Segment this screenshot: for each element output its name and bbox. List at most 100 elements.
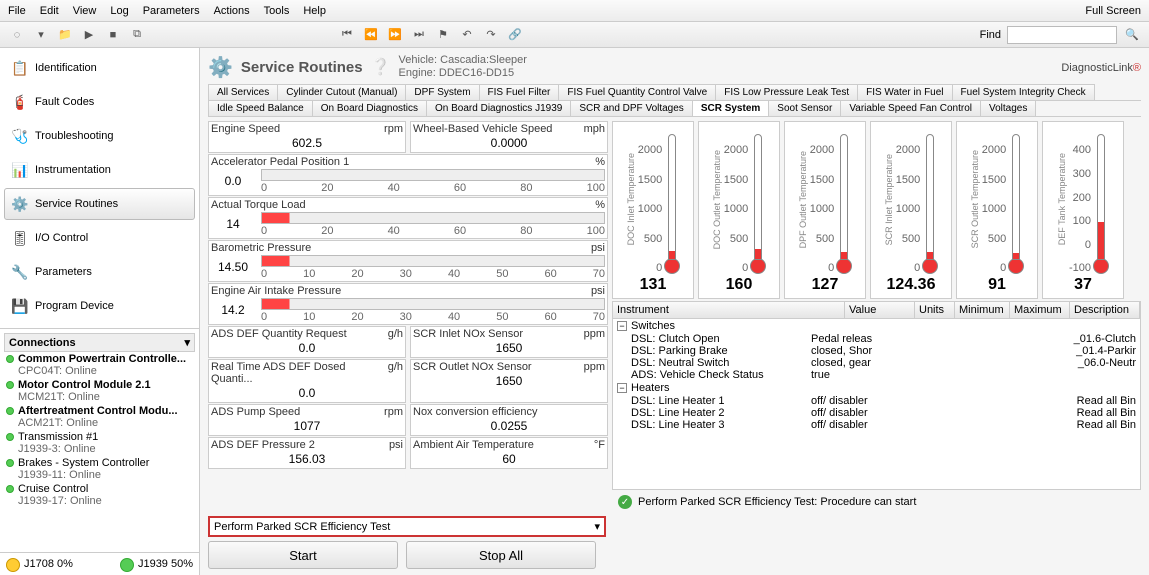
tab-soot-sensor[interactable]: Soot Sensor xyxy=(768,100,841,116)
menu-edit[interactable]: Edit xyxy=(40,5,59,17)
menu-tools[interactable]: Tools xyxy=(264,5,290,17)
instr-row: DSL: Clutch OpenPedal releas_01.6-Clutch xyxy=(613,333,1140,345)
page-title: Service Routines xyxy=(241,59,363,76)
sidebar-item-i-o-control[interactable]: 🎚I/O Control xyxy=(4,222,195,254)
param-box: Engine Air Intake Pressurepsi14.20102030… xyxy=(208,283,608,325)
param-box: Engine Speedrpm602.5 xyxy=(208,121,406,153)
status-dot-icon xyxy=(6,355,14,363)
instr-row: ADS: Vehicle Check Statustrue xyxy=(613,369,1140,381)
tab-all-services[interactable]: All Services xyxy=(208,84,278,100)
tab-cylinder-cutout-manual-[interactable]: Cylinder Cutout (Manual) xyxy=(277,84,406,100)
collapse-icon[interactable]: − xyxy=(617,321,627,331)
copy-icon[interactable]: ⧉ xyxy=(128,26,146,44)
skip-fwd-icon[interactable]: ⏭ xyxy=(410,26,428,44)
connections-title: Connections▾ xyxy=(4,333,195,352)
undo-icon[interactable]: ↶ xyxy=(458,26,476,44)
check-icon: ✓ xyxy=(618,495,632,509)
sidebar-item-identification[interactable]: 📋Identification xyxy=(4,52,195,84)
tab-dpf-system[interactable]: DPF System xyxy=(405,84,479,100)
connection-item[interactable]: Transmission #1J1939-3: Online xyxy=(4,430,195,456)
tab-variable-speed-fan-control[interactable]: Variable Speed Fan Control xyxy=(840,100,981,116)
fullscreen-link[interactable]: Full Screen xyxy=(1085,5,1141,17)
status-dot-icon xyxy=(6,459,14,467)
tab-fis-water-in-fuel[interactable]: FIS Water in Fuel xyxy=(857,84,952,100)
sidebar: 📋Identification🧯Fault Codes🩺Troubleshoot… xyxy=(0,48,200,575)
new-icon[interactable]: ◌ xyxy=(8,26,26,44)
status-dot-icon xyxy=(6,485,14,493)
instr-row: DSL: Line Heater 1off/ disablerRead all … xyxy=(613,395,1140,407)
sidebar-item-program-device[interactable]: 💾Program Device xyxy=(4,290,195,322)
stop-all-button[interactable]: Stop All xyxy=(406,541,596,569)
play-icon[interactable]: ▶ xyxy=(80,26,98,44)
param-box: ADS Pump Speedrpm1077 xyxy=(208,404,406,436)
tab-scr-system[interactable]: SCR System xyxy=(692,100,769,116)
tab-on-board-diagnostics-j1939[interactable]: On Board Diagnostics J1939 xyxy=(426,100,571,116)
instr-row: DSL: Parking Brakeclosed, Shor_01.4-Park… xyxy=(613,345,1140,357)
prev-icon[interactable]: ⏪ xyxy=(362,26,380,44)
gauge: DEF Tank Temperature4003002001000-10037 xyxy=(1042,121,1124,299)
connection-item[interactable]: Common Powertrain Controlle...CPC04T: On… xyxy=(4,352,195,378)
param-box: Nox conversion efficiency0.0255 xyxy=(410,404,608,436)
menu-parameters[interactable]: Parameters xyxy=(143,5,200,17)
tab-idle-speed-balance[interactable]: Idle Speed Balance xyxy=(208,100,313,116)
status-dot-icon xyxy=(6,407,14,415)
status-dot-green xyxy=(120,558,134,572)
sidebar-item-service-routines[interactable]: ⚙️Service Routines xyxy=(4,188,195,220)
tab-fis-fuel-quantity-control-valve[interactable]: FIS Fuel Quantity Control Valve xyxy=(558,84,716,100)
menu-log[interactable]: Log xyxy=(110,5,128,17)
sidebar-item-parameters[interactable]: 🔧Parameters xyxy=(4,256,195,288)
link-icon[interactable]: 🔗 xyxy=(506,26,524,44)
nav-icon: 💾 xyxy=(11,297,29,315)
test-dropdown[interactable]: Perform Parked SCR Efficiency Test▾ xyxy=(208,516,606,537)
header-sub: Vehicle: Cascadia:Sleeper Engine: DDEC16… xyxy=(399,54,527,80)
menubar: File Edit View Log Parameters Actions Tools Hel… xyxy=(0,0,1149,22)
find-input[interactable] xyxy=(1007,26,1117,44)
redo-icon[interactable]: ↷ xyxy=(482,26,500,44)
col-header: Description xyxy=(1070,302,1140,318)
menu-file[interactable]: File xyxy=(8,5,26,17)
instr-group[interactable]: −Heaters xyxy=(613,381,1140,395)
col-header: Instrument xyxy=(613,302,845,318)
tab-scr-and-dpf-voltages[interactable]: SCR and DPF Voltages xyxy=(570,100,693,116)
help-icon[interactable]: ❔ xyxy=(371,57,391,77)
instr-row: DSL: Line Heater 3off/ disablerRead all … xyxy=(613,419,1140,431)
next-icon[interactable]: ⏩ xyxy=(386,26,404,44)
sidebar-item-instrumentation[interactable]: 📊Instrumentation xyxy=(4,154,195,186)
flag-icon[interactable]: ⚑ xyxy=(434,26,452,44)
nav-icon: ⚙️ xyxy=(11,195,29,213)
collapse-icon[interactable]: − xyxy=(617,383,627,393)
sidebar-item-troubleshooting[interactable]: 🩺Troubleshooting xyxy=(4,120,195,152)
connection-item[interactable]: Cruise ControlJ1939-17: Online xyxy=(4,482,195,508)
instr-row: DSL: Line Heater 2off/ disablerRead all … xyxy=(613,407,1140,419)
tab-fis-low-pressure-leak-test[interactable]: FIS Low Pressure Leak Test xyxy=(715,84,858,100)
folder-icon[interactable]: 📁 xyxy=(56,26,74,44)
open-icon[interactable]: ▾ xyxy=(32,26,50,44)
instr-row: DSL: Neutral Switchclosed, gear_06.0-Neu… xyxy=(613,357,1140,369)
status-dot-icon xyxy=(6,381,14,389)
status-line: ✓ Perform Parked SCR Efficiency Test: Pr… xyxy=(612,492,1141,512)
gauge: SCR Outlet Temperature200015001000500091 xyxy=(956,121,1038,299)
toolbar: ◌ ▾ 📁 ▶ ■ ⧉ ⏮ ⏪ ⏩ ⏭ ⚑ ↶ ↷ 🔗 Find 🔍 xyxy=(0,22,1149,48)
status-row: J1708 0% J1939 50% xyxy=(0,552,199,575)
tab-on-board-diagnostics[interactable]: On Board Diagnostics xyxy=(312,100,427,116)
skip-back-icon[interactable]: ⏮ xyxy=(338,26,356,44)
instr-group[interactable]: −Switches xyxy=(613,319,1140,333)
menu-view[interactable]: View xyxy=(73,5,97,17)
tab-fuel-system-integrity-check[interactable]: Fuel System Integrity Check xyxy=(952,84,1095,100)
col-header: Minimum xyxy=(955,302,1010,318)
start-button[interactable]: Start xyxy=(208,541,398,569)
menu-actions[interactable]: Actions xyxy=(214,5,250,17)
search-icon[interactable]: 🔍 xyxy=(1123,26,1141,44)
stop-icon[interactable]: ■ xyxy=(104,26,122,44)
content: ⚙️ Service Routines ❔ Vehicle: Cascadia:… xyxy=(200,48,1149,575)
connection-item[interactable]: Brakes - System ControllerJ1939-11: Onli… xyxy=(4,456,195,482)
tab-fis-fuel-filter[interactable]: FIS Fuel Filter xyxy=(479,84,560,100)
sidebar-item-fault-codes[interactable]: 🧯Fault Codes xyxy=(4,86,195,118)
param-box: SCR Outlet NOx Sensorppm1650 xyxy=(410,359,608,403)
col-header: Units xyxy=(915,302,955,318)
connection-item[interactable]: Motor Control Module 2.1MCM21T: Online xyxy=(4,378,195,404)
connection-item[interactable]: Aftertreatment Control Modu...ACM21T: On… xyxy=(4,404,195,430)
menu-help[interactable]: Help xyxy=(303,5,326,17)
menu-items: File Edit View Log Parameters Actions Tools Hel… xyxy=(8,5,326,17)
tab-voltages[interactable]: Voltages xyxy=(980,100,1036,116)
